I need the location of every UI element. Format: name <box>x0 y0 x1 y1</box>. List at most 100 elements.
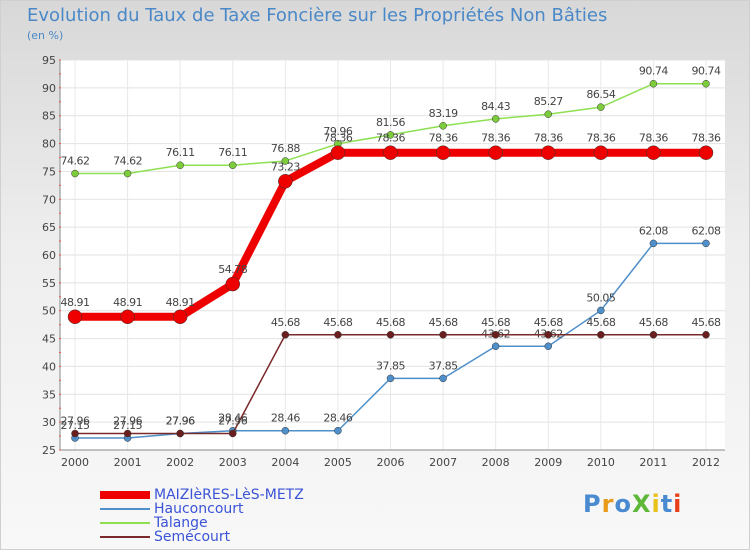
data-label: 28.46 <box>271 412 300 425</box>
data-point <box>383 145 398 160</box>
data-label: 45.68 <box>376 316 405 329</box>
data-label: 78.36 <box>376 132 405 145</box>
x-tick-label: 2004 <box>271 456 299 469</box>
data-point <box>334 331 342 339</box>
data-label: 48.91 <box>113 296 142 309</box>
data-label: 86.54 <box>586 88 615 101</box>
y-tick-label: 30 <box>42 416 56 429</box>
legend-label-hauconcourt: Hauconcourt <box>154 501 244 517</box>
data-label: 78.36 <box>481 132 510 145</box>
y-tick-label: 85 <box>42 110 56 123</box>
x-tick-label: 2011 <box>639 456 667 469</box>
data-label: 50.05 <box>586 291 615 304</box>
y-tick-label: 40 <box>42 360 56 373</box>
data-label: 45.68 <box>534 316 563 329</box>
y-unit-label: (en %) <box>27 29 64 42</box>
data-label: 45.68 <box>323 316 352 329</box>
data-label: 62.08 <box>639 224 668 237</box>
y-tick-label: 25 <box>42 444 56 457</box>
data-label: 78.36 <box>586 132 615 145</box>
data-label: 78.36 <box>534 132 563 145</box>
data-label: 73.23 <box>271 160 300 173</box>
data-point <box>702 239 710 248</box>
data-label: 45.68 <box>586 316 615 329</box>
data-label: 45.68 <box>639 316 668 329</box>
data-label: 45.68 <box>692 316 721 329</box>
data-point <box>172 309 188 325</box>
data-point <box>439 331 447 339</box>
y-tick-label: 70 <box>42 193 56 206</box>
x-tick-label: 2012 <box>692 456 720 469</box>
data-point <box>439 122 447 130</box>
data-label: 79.96 <box>323 125 352 138</box>
data-point <box>649 239 658 248</box>
data-point <box>67 309 83 325</box>
data-label: 27.96 <box>218 415 247 428</box>
data-label: 78.36 <box>639 132 668 145</box>
logo-letter: o <box>614 490 632 518</box>
data-point <box>491 115 500 123</box>
y-tick-label: 75 <box>42 165 56 178</box>
data-label: 45.68 <box>429 316 458 329</box>
data-point <box>597 331 605 339</box>
data-label: 84.43 <box>481 100 510 113</box>
data-point <box>176 161 184 169</box>
chart-title: Evolution du Taux de Taxe Foncière sur l… <box>27 5 608 26</box>
logo-letter: i <box>673 490 683 518</box>
data-label: 27.15 <box>61 419 90 432</box>
data-point <box>330 145 346 160</box>
data-label: 90.74 <box>692 65 721 78</box>
data-point <box>439 374 447 383</box>
data-point <box>386 374 395 383</box>
legend-swatch-hauconcourt <box>100 508 150 510</box>
y-tick-label: 45 <box>42 333 56 346</box>
data-label: 76.11 <box>166 146 195 159</box>
data-point <box>176 429 184 438</box>
x-tick-label: 2001 <box>114 456 142 469</box>
data-point <box>488 145 503 160</box>
data-point <box>544 342 552 351</box>
data-label: 76.11 <box>218 146 247 159</box>
data-label: 54.78 <box>218 263 247 276</box>
data-point <box>702 331 710 339</box>
x-tick-label: 2000 <box>61 456 89 469</box>
data-label: 90.74 <box>639 65 668 78</box>
data-point <box>123 169 132 178</box>
legend-item-hauconcourt: Hauconcourt <box>100 501 244 517</box>
data-label: 78.36 <box>323 132 352 145</box>
data-label: 45.68 <box>481 316 510 329</box>
data-label: 37.85 <box>429 359 458 372</box>
data-point <box>435 145 451 160</box>
legend-item-talange: Talange <box>100 515 208 531</box>
logo-letter: i <box>651 490 661 518</box>
legend-label-maizieres: MAIZIèRES-LèS-METZ <box>154 487 304 503</box>
data-point <box>229 429 237 438</box>
data-label: 28.46 <box>218 412 247 425</box>
data-point <box>597 103 605 111</box>
data-label: 78.36 <box>429 132 458 145</box>
data-label: 27.96 <box>166 415 195 428</box>
data-point <box>225 276 240 292</box>
y-tick-label: 90 <box>42 82 56 95</box>
y-tick-label: 50 <box>42 305 56 318</box>
logo-letter: r <box>601 490 615 518</box>
y-tick-label: 95 <box>42 54 56 67</box>
x-tick-label: 2008 <box>482 456 510 469</box>
data-point <box>649 79 658 88</box>
data-label: 28.46 <box>323 412 352 425</box>
x-tick-label: 2007 <box>429 456 457 469</box>
y-tick-label: 35 <box>42 388 56 401</box>
data-label: 27.15 <box>113 419 142 432</box>
legend-swatch-maizieres <box>100 491 150 499</box>
y-tick-label: 60 <box>42 249 56 262</box>
data-point <box>278 174 293 189</box>
data-point <box>593 145 609 160</box>
legend-item-semecourt: Semécourt <box>100 529 230 545</box>
y-tick-label: 65 <box>42 221 56 234</box>
x-tick-label: 2006 <box>377 456 405 469</box>
data-label: 48.91 <box>166 296 195 309</box>
data-point <box>597 306 605 315</box>
legend-item-maizieres: MAIZIèRES-LèS-METZ <box>100 487 304 503</box>
data-point <box>649 331 658 339</box>
